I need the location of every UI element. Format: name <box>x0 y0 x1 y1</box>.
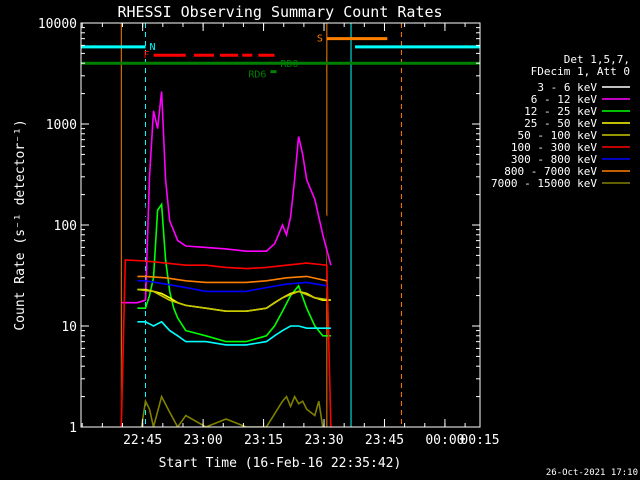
y-tick-label-3: 1000 <box>46 118 77 133</box>
plot-area <box>81 23 480 427</box>
flag-label-rd0: RD0 <box>280 59 298 70</box>
legend-label-1: 6 - 12 keV <box>531 93 598 106</box>
legend-label-4: 50 - 100 keV <box>518 129 598 142</box>
y-tick-label-0: 1 <box>69 421 77 436</box>
series-line-6 <box>137 280 327 293</box>
legend-label-3: 25 - 50 keV <box>524 117 597 130</box>
legend-header-1: FDecim 1, Att 0 <box>531 65 630 78</box>
flag-label-n: N <box>149 42 155 53</box>
legend-label-5: 100 - 300 keV <box>511 141 597 154</box>
series-line-0 <box>120 128 332 427</box>
y-axis: 1 10 100 1000 10000 <box>38 17 480 436</box>
x-tick-label-6: 00:15 <box>460 433 499 448</box>
x-tick-label-3: 23:30 <box>304 433 343 448</box>
series-line-7 <box>137 275 327 284</box>
y-tick-label-2: 100 <box>54 219 77 234</box>
x-tick-label-0: 22:45 <box>123 433 162 448</box>
legend-label-6: 300 - 800 keV <box>511 153 597 166</box>
flag-label-s: S <box>317 34 323 45</box>
legend-header-0: Det 1,5,7, <box>564 53 630 66</box>
timestamp: 26-Oct-2021 17:10 <box>546 468 638 478</box>
chart-title: RHESSI Observing Summary Count Rates <box>117 3 442 21</box>
series-line-8 <box>140 394 324 427</box>
x-tick-label-1: 23:00 <box>184 433 223 448</box>
series-line-1 <box>121 91 332 304</box>
series-line-4 <box>137 288 332 312</box>
x-axis-label: Start Time (16-Feb-16 22:35:42) <box>159 456 402 471</box>
legend-label-7: 800 - 7000 keV <box>504 165 597 178</box>
legend-label-8: 7000 - 15000 keV <box>491 177 597 190</box>
flag-label-rd6: RD6 <box>248 70 266 81</box>
series-line-5 <box>120 259 332 427</box>
x-axis: 22:45 23:00 23:15 23:30 23:45 00:0000:15 <box>81 23 500 448</box>
legend-label-2: 12 - 25 keV <box>524 105 597 118</box>
y-tick-label-4: 10000 <box>38 17 77 32</box>
x-tick-label-4: 23:45 <box>365 433 404 448</box>
legend-label-0: 3 - 6 keV <box>537 81 597 94</box>
x-tick-label-2: 23:15 <box>244 433 283 448</box>
x-tick-label-5: 00:00 <box>425 433 464 448</box>
flag-label-f: F <box>144 50 150 61</box>
series-line-9 <box>137 320 331 346</box>
y-axis-label: Count Rate (s⁻¹ detector⁻¹) <box>13 119 28 330</box>
y-tick-label-1: 10 <box>61 320 77 335</box>
